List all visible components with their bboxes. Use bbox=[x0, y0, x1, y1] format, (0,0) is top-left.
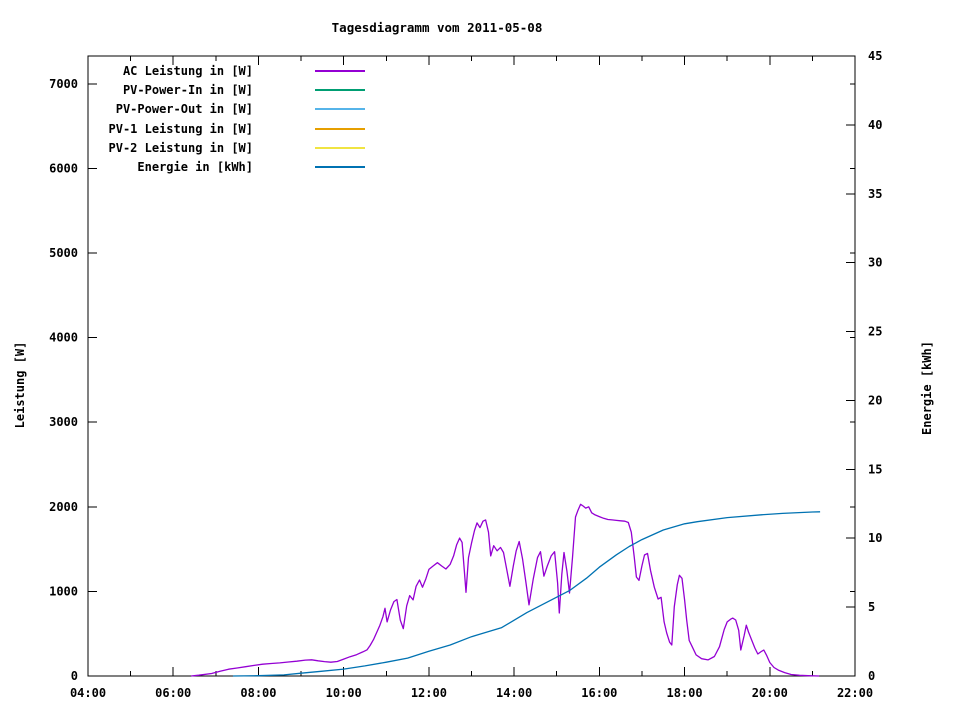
x-tick-label: 22:00 bbox=[837, 686, 873, 700]
legend-item: PV-2 Leistung in [W] bbox=[0, 138, 365, 157]
legend-item: PV-1 Leistung in [W] bbox=[0, 119, 365, 138]
y-right-tick-label: 30 bbox=[868, 256, 882, 270]
y-right-tick-label: 45 bbox=[868, 49, 882, 63]
y-left-tick-label: 0 bbox=[71, 669, 78, 683]
x-tick-label: 10:00 bbox=[326, 686, 362, 700]
legend-label: AC Leistung in [W] bbox=[122, 63, 253, 78]
legend-line-sample bbox=[315, 69, 365, 72]
legend-label: Energie in [kWh] bbox=[137, 160, 253, 175]
legend-line-sample bbox=[315, 88, 365, 91]
y-right-tick-label: 10 bbox=[868, 531, 882, 545]
legend-line-sample bbox=[315, 127, 365, 130]
legend-line-sample bbox=[315, 108, 365, 111]
legend-item: AC Leistung in [W] bbox=[0, 61, 365, 80]
x-tick-label: 06:00 bbox=[155, 686, 191, 700]
x-tick-label: 04:00 bbox=[70, 686, 106, 700]
legend-line-sample bbox=[315, 146, 365, 149]
legend-label: PV-Power-Out in [W] bbox=[115, 102, 253, 117]
legend-label: PV-2 Leistung in [W] bbox=[108, 140, 254, 155]
y-right-tick-label: 25 bbox=[868, 325, 882, 339]
y-left-tick-label: 6000 bbox=[49, 161, 78, 175]
legend-line-sample bbox=[315, 166, 365, 169]
series-ac-power-line bbox=[191, 503, 820, 677]
series-energy-line bbox=[232, 511, 821, 677]
y-left-tick-label: 3000 bbox=[49, 415, 78, 429]
y-right-tick-label: 20 bbox=[868, 393, 882, 407]
y-left-tick-label: 2000 bbox=[49, 500, 78, 514]
y-left-tick-label: 5000 bbox=[49, 246, 78, 260]
chart-title: Tagesdiagramm vom 2011-05-08 bbox=[331, 20, 543, 35]
legend-item: PV-Power-In in [W] bbox=[0, 80, 365, 99]
legend-item: PV-Power-Out in [W] bbox=[0, 100, 365, 119]
x-tick-label: 16:00 bbox=[581, 686, 617, 700]
legend: AC Leistung in [W] PV-Power-In in [W] PV-P… bbox=[0, 61, 365, 177]
x-tick-label: 08:00 bbox=[240, 686, 276, 700]
x-tick-label: 20:00 bbox=[752, 686, 788, 700]
legend-label: PV-1 Leistung in [W] bbox=[108, 121, 254, 136]
x-tick-label: 18:00 bbox=[666, 686, 702, 700]
y-right-tick-label: 40 bbox=[868, 118, 882, 132]
y-right-tick-label: 0 bbox=[868, 669, 875, 683]
y-right-tick-label: 5 bbox=[868, 600, 875, 614]
y-left-tick-label: 1000 bbox=[49, 584, 78, 598]
y-left-tick-label: 7000 bbox=[49, 77, 78, 91]
legend-label: PV-Power-In in [W] bbox=[122, 82, 253, 97]
y-left-tick-label: 4000 bbox=[49, 331, 78, 345]
y-right-tick-label: 15 bbox=[868, 462, 882, 476]
x-tick-label: 14:00 bbox=[496, 686, 532, 700]
x-tick-label: 12:00 bbox=[411, 686, 447, 700]
legend-item: Energie in [kWh] bbox=[0, 157, 365, 176]
y-right-tick-label: 35 bbox=[868, 187, 882, 201]
